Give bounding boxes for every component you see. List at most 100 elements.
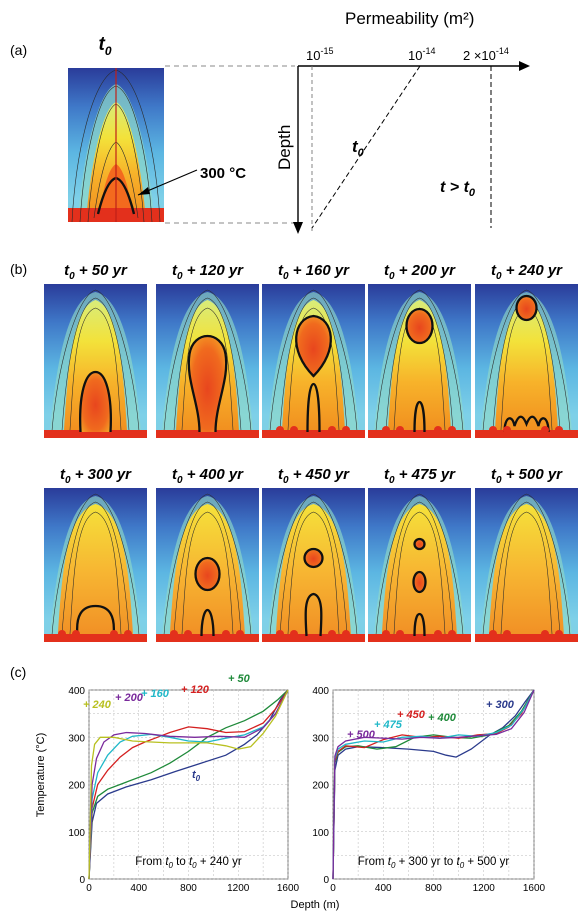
base-bump — [276, 630, 284, 638]
tick-2e-14: 2 ×10-14 — [463, 46, 509, 63]
series-line — [88, 689, 289, 880]
hot-body — [303, 547, 324, 569]
hot-base — [262, 634, 365, 642]
hot-body — [515, 294, 538, 322]
base-bump — [382, 426, 390, 434]
contour-line — [163, 289, 252, 439]
contour-line — [287, 511, 340, 643]
series-line — [332, 689, 535, 880]
chart-left: 0 400 800 1200 1600 0 100 200 300 400 From t0 to t… — [68, 673, 299, 894]
base-bump — [541, 630, 549, 638]
isotherm-300 — [306, 382, 321, 433]
base-bump — [110, 630, 118, 638]
isotherm-300 — [79, 370, 112, 433]
isotherm-300 — [75, 604, 116, 637]
hot-base — [44, 634, 147, 642]
simulation-frame — [475, 488, 578, 643]
panel-label-a: (a) — [10, 42, 27, 58]
hot-base — [475, 430, 578, 438]
hot-base — [156, 430, 259, 438]
frame-title: t0 + 160 yr — [278, 262, 350, 282]
x-axis-label: Depth (m) — [291, 899, 340, 911]
base-bump — [124, 630, 132, 638]
base-bump — [434, 426, 442, 434]
series-label: + 450 — [397, 709, 426, 721]
y-tick-label: 100 — [68, 828, 85, 839]
hot-body — [405, 307, 434, 345]
frame-title: t0 + 200 yr — [384, 262, 456, 282]
base-bump — [489, 630, 497, 638]
plume-core — [275, 504, 352, 642]
hot-body — [295, 314, 332, 378]
y-axis-label: Temperature (°C) — [35, 733, 47, 817]
contour-line — [181, 307, 234, 439]
series-label: + 240 — [83, 699, 112, 711]
base-bump — [555, 630, 563, 638]
series-line — [332, 689, 535, 880]
permeability-axis-title: Permeability (m²) — [345, 9, 474, 28]
y-tick-label: 300 — [68, 733, 85, 744]
contour-line — [482, 493, 571, 643]
y-tick-label: 400 — [312, 686, 329, 697]
contour-line — [287, 307, 340, 439]
simulation-frame — [44, 284, 147, 439]
permeability-arrowhead — [519, 61, 530, 71]
y-tick-label: 0 — [323, 875, 329, 886]
series-line — [332, 689, 535, 880]
x-tick-label: 1600 — [523, 883, 546, 894]
base-bump — [382, 630, 390, 638]
depth-arrowhead — [293, 222, 303, 234]
series-line — [88, 689, 289, 880]
frame-title: t0 + 240 yr — [491, 262, 563, 282]
contour-line — [69, 511, 122, 643]
series-label: + 50 — [228, 673, 251, 685]
series-label: + 120 — [181, 684, 210, 696]
x-tick-label: 1600 — [277, 883, 300, 894]
contour-line — [375, 493, 464, 643]
x-tick-label: 1200 — [227, 883, 250, 894]
hot-body — [413, 537, 426, 551]
y-tick-label: 200 — [312, 781, 329, 792]
contour-line — [51, 289, 140, 439]
base-bump — [184, 630, 192, 638]
contour-line — [279, 501, 348, 643]
base-bump — [290, 426, 298, 434]
contour-line — [269, 289, 358, 439]
simulation-frame — [262, 488, 365, 643]
x-tick-label: 800 — [180, 883, 197, 894]
profile-t0-label: t0 — [352, 137, 365, 159]
contour-line — [393, 511, 446, 643]
simulation-snapshot-t0 — [68, 68, 164, 223]
base-bump — [170, 630, 178, 638]
tick-1e-14: 10-14 — [408, 46, 435, 63]
isotherm-300 — [413, 400, 426, 433]
hot-base — [156, 634, 259, 642]
base-bump — [328, 630, 336, 638]
panel-label-b: (b) — [10, 261, 27, 277]
frame-title: t0 + 400 yr — [172, 466, 244, 486]
contour-line — [269, 493, 358, 643]
y-tick-label: 0 — [79, 875, 85, 886]
frame-title: t0 + 300 yr — [60, 466, 132, 486]
y-tick-label: 300 — [312, 733, 329, 744]
hot-base — [44, 430, 147, 438]
contour-line — [51, 493, 140, 643]
base-bump — [342, 630, 350, 638]
simulation-frame — [475, 284, 578, 439]
base-bump — [503, 426, 511, 434]
series-label: + 400 — [428, 712, 457, 724]
series-label: t0 — [192, 769, 201, 783]
base-bump — [276, 426, 284, 434]
base-bump — [541, 426, 549, 434]
base-bump — [396, 426, 404, 434]
profile-t0 — [311, 65, 421, 229]
x-tick-label: 0 — [330, 883, 336, 894]
simulation-frame — [156, 284, 259, 439]
chart-right: 0 400 800 1200 1600 0 100 200 300 400 From t0 + 30… — [312, 686, 545, 894]
base-bump — [448, 630, 456, 638]
contour-line — [492, 501, 561, 643]
series-line — [88, 689, 289, 880]
base-bump — [328, 426, 336, 434]
simulation-frames: t0 + 50 yr t0 + 120 yr t0 + 160 yr t0 + 200… — [44, 262, 578, 643]
